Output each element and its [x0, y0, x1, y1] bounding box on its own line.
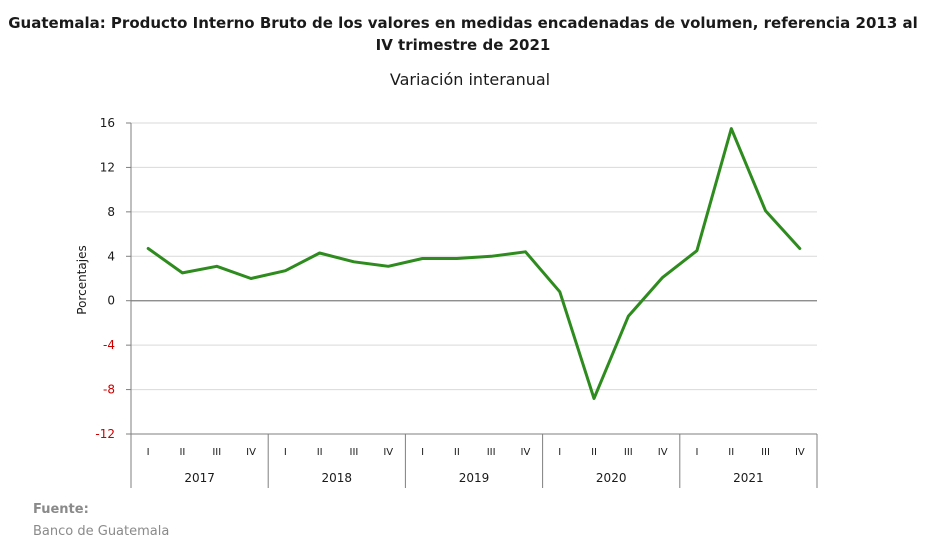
y-tick-label: -8 [103, 383, 115, 397]
year-label: 2021 [733, 471, 764, 485]
series-lines [146, 127, 802, 400]
quarter-label: I [284, 447, 287, 458]
x-axis-categories: I II III IV I II III IV I II III IV I II III IV I II III IV… [147, 447, 805, 485]
quarter-label: II [728, 447, 734, 458]
series-line [146, 127, 802, 400]
quarter-label: IV [383, 447, 393, 458]
y-axis-label: Porcentajes [75, 245, 89, 314]
quarter-label: IV [521, 447, 531, 458]
y-axis-ticks: 16 12 8 4 0 -4 -8 -12 [95, 116, 115, 441]
quarter-label: I [147, 447, 150, 458]
chart-title: Guatemala: Producto Interno Bruto de los… [0, 12, 926, 56]
quarter-label: III [624, 447, 633, 458]
y-tick-label: 4 [107, 249, 115, 263]
y-tick-label: 12 [100, 160, 115, 174]
quarter-label: II [454, 447, 460, 458]
quarter-label: IV [246, 447, 256, 458]
y-tick-label: -12 [95, 427, 115, 441]
quarter-label: III [212, 447, 221, 458]
quarter-label: III [487, 447, 496, 458]
axes [126, 122, 818, 488]
quarter-label: II [591, 447, 597, 458]
y-tick-label: 8 [107, 205, 115, 219]
quarter-label: I [558, 447, 561, 458]
quarter-label: III [350, 447, 359, 458]
quarter-label: IV [658, 447, 668, 458]
year-label: 2018 [322, 471, 353, 485]
year-label: 2019 [459, 471, 490, 485]
quarter-label: IV [795, 447, 805, 458]
quarter-label: III [761, 447, 770, 458]
y-tick-label: 16 [100, 116, 115, 130]
quarter-label: I [421, 447, 424, 458]
source-text: Banco de Guatemala [33, 524, 170, 539]
quarter-label: II [317, 447, 323, 458]
year-label: 2020 [596, 471, 627, 485]
y-tick-label: 0 [107, 294, 115, 308]
y-tick-label: -4 [103, 338, 115, 352]
chart-subtitle: Variación interanual [389, 70, 551, 89]
quarter-label: II [179, 447, 185, 458]
quarter-label: I [695, 447, 698, 458]
chart-title-text: Guatemala: Producto Interno Bruto de los… [8, 14, 918, 54]
year-label: 2017 [184, 471, 215, 485]
gridlines [131, 122, 817, 435]
source-label: Fuente: [33, 502, 89, 517]
